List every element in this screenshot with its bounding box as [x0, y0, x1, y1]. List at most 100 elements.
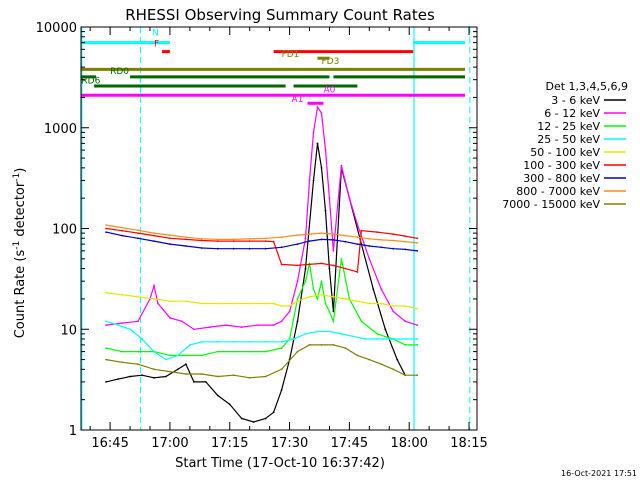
series-6-point-0 [105, 231, 107, 234]
series-4-point-13 [288, 305, 291, 307]
series-0-point-18 [296, 320, 299, 323]
flag-label-6: A0 [323, 85, 335, 95]
series-0-point-1 [117, 378, 119, 380]
series-8-point-19 [380, 363, 383, 366]
flag-label-3: FD3 [321, 57, 339, 67]
series-5-point-16 [332, 264, 335, 267]
series-2-point-13 [296, 298, 299, 300]
series-7-point-15 [332, 233, 335, 236]
series-8-point-10 [264, 375, 267, 378]
series-2-point-2 [137, 350, 139, 353]
x-tick-label-1: 17:00 [151, 436, 188, 451]
series-3-point-6 [177, 354, 179, 357]
series-6-point-3 [153, 240, 155, 243]
series-1-point-7 [181, 320, 183, 323]
series-0-point-2 [129, 375, 132, 378]
series-6-point-15 [332, 239, 335, 241]
series-0-point-22 [320, 166, 323, 169]
series-8-point-8 [232, 374, 235, 377]
series-7-point-12 [296, 234, 299, 237]
series-7-point-17 [356, 236, 359, 239]
series-4-point-18 [344, 298, 347, 300]
series-5-point-3 [153, 234, 155, 237]
series-0-point-7 [185, 363, 187, 366]
series-2-point-14 [304, 280, 307, 283]
series-1-point-10 [224, 324, 227, 326]
series-7-point-18 [368, 237, 371, 240]
series-0-point-31 [396, 358, 399, 361]
flag-label-1: F [154, 40, 159, 50]
series-6-point-14 [320, 238, 323, 241]
series-8-point-11 [280, 368, 283, 371]
series-0-point-10 [216, 394, 219, 397]
series-3-point-13 [280, 340, 283, 343]
series-2-point-22 [340, 257, 343, 260]
flag-label-5: RD6 [81, 76, 100, 86]
series-5-point-14 [308, 263, 311, 266]
series-2-point-17 [316, 298, 319, 300]
series-1-point-20 [316, 106, 319, 109]
y-tick-label-3: 1000 [44, 122, 77, 137]
series-7-point-7 [216, 238, 219, 241]
series-5-point-7 [216, 240, 219, 243]
legend-label-6: 300 - 800 keV [523, 172, 600, 185]
series-1-point-19 [312, 131, 315, 134]
y-tick-label-0: 1 [69, 424, 77, 439]
series-5-point-11 [272, 240, 275, 243]
series-1-point-32 [416, 324, 419, 326]
series-3-point-23 [404, 338, 407, 340]
series-1-point-16 [296, 280, 299, 283]
series-8-point-3 [153, 368, 155, 371]
series-0-point-0 [105, 381, 107, 383]
series-7-point-9 [248, 237, 251, 240]
series-8-point-7 [216, 375, 219, 378]
y-tick-label-4: 10000 [36, 21, 77, 36]
series-5-point-1 [121, 229, 123, 232]
series-8-point-15 [332, 344, 335, 346]
series-2-point-0 [105, 347, 107, 349]
legend-label-3: 25 - 50 keV [537, 133, 600, 146]
series-3-point-1 [117, 324, 119, 326]
series-5-point-8 [232, 240, 235, 243]
series-4-point-2 [137, 295, 139, 298]
series-6-point-18 [368, 245, 371, 247]
series-6-point-1 [121, 234, 123, 237]
series-2-point-18 [320, 280, 323, 283]
legend-label-2: 12 - 25 keV [537, 120, 600, 133]
series-2-point-27 [404, 344, 407, 346]
series-3-point-9 [216, 340, 219, 343]
series-2-point-4 [169, 354, 171, 357]
series-3-point-11 [248, 340, 251, 343]
x-tick-label-3: 17:30 [271, 436, 308, 451]
x-tick-label-5: 18:00 [390, 436, 427, 451]
series-5-point-19 [360, 229, 363, 232]
series-8-point-2 [137, 363, 139, 366]
series-1-point-0 [105, 324, 107, 326]
series-6-point-7 [216, 247, 219, 250]
timestamp: 16-Oct-2021 17:51 [561, 469, 637, 478]
series-2-point-28 [416, 344, 419, 346]
x-tick-label-4: 17:45 [331, 436, 368, 451]
series-1-point-17 [304, 237, 307, 240]
legend-label-4: 50 - 100 keV [530, 146, 600, 159]
series-8-point-5 [185, 373, 187, 375]
legend-label-0: 3 - 6 keV [551, 94, 600, 107]
series-5-point-5 [185, 238, 187, 241]
series-2-point-8 [232, 350, 235, 353]
series-3-point-14 [292, 338, 295, 340]
series-3-point-21 [376, 338, 379, 340]
series-7-point-6 [200, 237, 203, 240]
series-6-point-2 [137, 237, 139, 240]
series-1-point-8 [193, 328, 195, 331]
series-3-point-17 [328, 330, 331, 333]
series-7-point-3 [153, 232, 155, 235]
series-3-point-8 [200, 340, 203, 343]
series-7-point-10 [264, 237, 267, 240]
series-5-point-0 [105, 227, 107, 230]
series-5-point-12 [280, 263, 283, 266]
series-4-point-3 [153, 298, 155, 300]
series-8-point-1 [121, 361, 123, 364]
x-tick-label-0: 16:45 [91, 436, 128, 451]
series-0-point-6 [177, 368, 179, 371]
